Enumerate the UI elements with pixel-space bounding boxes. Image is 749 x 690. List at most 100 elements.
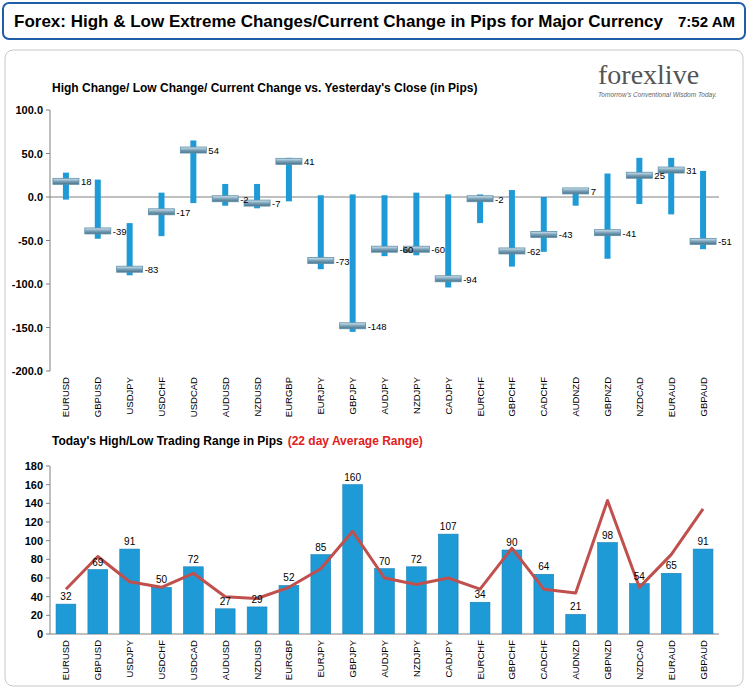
data-label: 54 <box>634 571 646 582</box>
header-time: 7:52 AM <box>678 13 735 30</box>
x-tick-label: GBPJPY <box>347 376 358 414</box>
logo-tagline: Tomorrow's Conventional Wisdom Today. <box>598 91 717 99</box>
bar <box>120 549 140 634</box>
current-marker <box>276 158 302 164</box>
x-tick-label: GBPAUD <box>698 640 709 680</box>
data-label: -43 <box>559 229 573 240</box>
y-tick-label: -150.0 <box>12 322 43 334</box>
data-label: 18 <box>81 176 92 187</box>
y-tick <box>46 327 50 328</box>
bar <box>470 602 490 634</box>
data-label: -7 <box>272 198 280 209</box>
y-axis <box>50 466 51 634</box>
current-marker <box>85 228 111 234</box>
data-label: 91 <box>698 536 710 547</box>
bar <box>502 550 522 634</box>
bar <box>629 584 649 634</box>
data-label: 98 <box>602 530 614 541</box>
plot-marks <box>56 485 713 634</box>
current-marker <box>626 172 652 178</box>
data-label: -17 <box>177 207 191 218</box>
current-marker <box>435 276 461 282</box>
y-tick <box>46 634 50 635</box>
x-tick-label: USDCAD <box>188 640 199 680</box>
data-label: 64 <box>538 561 550 572</box>
current-marker <box>595 230 621 236</box>
current-marker <box>531 231 557 237</box>
current-marker <box>467 196 493 202</box>
x-tick-label: GBPNZD <box>602 640 613 680</box>
y-tick <box>46 110 50 111</box>
data-label: 31 <box>686 165 697 176</box>
y-tick-label: 0 <box>37 628 43 640</box>
range-bar <box>509 190 515 267</box>
data-label: 160 <box>344 472 361 483</box>
y-tick-label: 60 <box>31 572 43 584</box>
y-tick <box>46 371 50 372</box>
y-tick-label: 20 <box>31 609 43 621</box>
range-bar <box>445 194 451 287</box>
y-tick-label: 0.0 <box>28 191 43 203</box>
x-tick-label: CADJPY <box>443 639 454 677</box>
y-tick <box>46 284 50 285</box>
data-label: -51 <box>718 236 732 247</box>
x-tick-label: EURGBP <box>283 377 294 417</box>
x-tick-label: AUDUSD <box>220 377 231 417</box>
y-tick <box>46 540 50 541</box>
data-label: -39 <box>113 226 127 237</box>
bar <box>598 543 618 634</box>
y-tick <box>46 466 50 467</box>
y-tick-label: -50.0 <box>18 235 43 247</box>
bar <box>661 573 681 634</box>
x-tick-label: EURJPY <box>315 639 326 677</box>
header-box <box>3 3 745 39</box>
x-tick-label: EURGBP <box>283 640 294 680</box>
range-bar <box>636 158 642 204</box>
y-tick-label: 160 <box>25 479 43 491</box>
x-tick-label: USDCAD <box>188 377 199 417</box>
data-label: 91 <box>124 536 136 547</box>
x-tick-label: EURCHF <box>475 377 486 417</box>
current-marker <box>180 147 206 153</box>
x-tick-label: USDCHF <box>156 640 167 680</box>
plot-marks <box>53 140 716 331</box>
y-tick <box>46 484 50 485</box>
y-tick <box>46 503 50 504</box>
data-label: 29 <box>252 594 264 605</box>
data-label: -2 <box>240 194 248 205</box>
x-tick-label: USDJPY <box>124 376 135 414</box>
data-label: -148 <box>368 321 387 332</box>
data-label: 32 <box>60 591 72 602</box>
y-tick-label: 100.0 <box>15 104 43 116</box>
current-marker <box>149 209 175 215</box>
y-tick <box>46 615 50 616</box>
x-tick-label: GBPAUD <box>698 377 709 417</box>
y-tick-label: 50.0 <box>22 148 43 160</box>
y-tick <box>46 197 50 198</box>
x-tick-label: NZDJPY <box>411 376 422 414</box>
bar <box>343 485 363 634</box>
range-bar <box>605 174 611 259</box>
range-bar <box>350 194 356 331</box>
data-label: 65 <box>666 560 678 571</box>
y-tick <box>46 578 50 579</box>
bar <box>215 609 235 634</box>
data-label: 85 <box>315 542 327 553</box>
data-label: 21 <box>570 601 582 612</box>
bar <box>406 567 426 634</box>
data-label: 27 <box>220 596 232 607</box>
y-tick <box>46 559 50 560</box>
average-line <box>66 501 703 599</box>
x-tick-label: NZDUSD <box>252 377 263 417</box>
x-tick-label: AUDJPY <box>379 376 390 414</box>
x-tick-label: GBPJPY <box>347 639 358 677</box>
data-label: 41 <box>304 156 315 167</box>
data-label: 72 <box>188 554 200 565</box>
x-tick-label: EURUSD <box>60 640 71 680</box>
bar <box>693 549 713 634</box>
current-marker <box>563 188 589 194</box>
data-label: 50 <box>156 574 168 585</box>
x-tick-label: NZDJPY <box>411 639 422 677</box>
x-tick-label: NZDCAD <box>634 377 645 417</box>
chart-title: Today's High/Low Trading Range in Pips <box>52 434 283 448</box>
